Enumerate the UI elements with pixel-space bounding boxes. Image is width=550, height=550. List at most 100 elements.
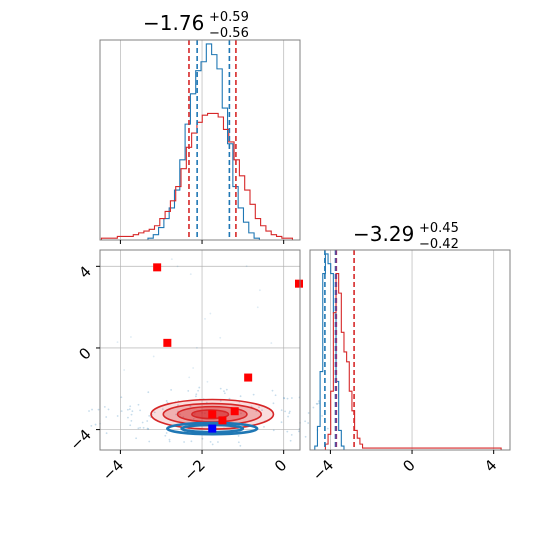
- joint-sample-point: [288, 412, 291, 415]
- joint-sample-point: [161, 408, 164, 411]
- joint-sample-point: [225, 388, 228, 391]
- joint-xtick-label-2: 0: [271, 456, 290, 475]
- histogram-param1-panel: −1.76 +0.59 −0.56: [99, 10, 301, 244]
- joint-sample-point: [198, 386, 201, 389]
- joint-sample-point: [139, 426, 142, 429]
- joint-sample-point: [139, 409, 141, 412]
- joint-scatter-contours: [150, 398, 275, 436]
- joint-sample-point: [146, 427, 149, 430]
- joint-blue-contour-outer: [166, 421, 259, 436]
- joint-sample-point: [176, 265, 179, 268]
- joint-sample-point: [298, 430, 300, 433]
- joint-sample-point: [237, 441, 240, 444]
- joint-sample-point: [223, 392, 226, 395]
- joint-sample-point: [283, 397, 285, 399]
- joint-sample-point: [190, 440, 193, 443]
- joint-sample-point: [228, 397, 231, 400]
- joint-ytick-label-2: 4: [75, 262, 94, 281]
- joint-sample-point: [128, 408, 131, 411]
- joint-sample-point: [271, 389, 274, 392]
- joint-sample-point: [239, 395, 242, 398]
- joint-sample-point: [165, 400, 168, 402]
- joint-sample-point: [280, 421, 283, 424]
- joint-sample-point: [201, 437, 204, 440]
- joint-sample-point: [189, 273, 192, 276]
- joint-sample-point: [263, 425, 265, 428]
- joint-sample-point: [130, 336, 132, 338]
- joint-sample-point: [127, 416, 129, 419]
- hist2-series-blue: [314, 253, 345, 450]
- joint-sample-point: [270, 342, 273, 344]
- joint-sample-point: [130, 413, 133, 416]
- histogram-param1-quantile-lines: [188, 40, 237, 240]
- joint-sample-point: [175, 413, 177, 416]
- joint-sample-point: [141, 421, 144, 424]
- joint-blue-marker-0: [208, 424, 217, 433]
- joint-sample-point: [286, 430, 289, 433]
- joint-sample-point: [129, 405, 132, 408]
- histogram-param2-series: [314, 253, 502, 450]
- joint-sample-point: [245, 265, 248, 268]
- joint-sample-point: [164, 434, 167, 437]
- joint-sample-point: [209, 440, 212, 443]
- joint-scatter-frame: [99, 249, 301, 451]
- joint-red-marker-2: [244, 373, 253, 382]
- joint-sample-point: [135, 437, 138, 440]
- hist2-series-red: [324, 272, 502, 450]
- joint-sample-point: [206, 380, 209, 383]
- joint-scatter-markers: [153, 263, 303, 433]
- joint-sample-point: [287, 415, 289, 418]
- histogram-param2-title-upper: +0.45: [419, 221, 459, 236]
- histogram-param1-title-lower: −0.56: [209, 26, 249, 41]
- joint-sample-point: [288, 410, 291, 413]
- joint-sample-point: [179, 413, 181, 416]
- joint-sample-point: [94, 423, 97, 426]
- joint-sample-point: [211, 443, 214, 446]
- joint-red-marker-1: [163, 338, 172, 347]
- hist1-series-red: [100, 112, 293, 240]
- joint-sample-point: [195, 393, 198, 396]
- joint-sample-point: [261, 409, 263, 412]
- joint-sample-point: [239, 444, 242, 447]
- hist2-xtick-label-1: 0: [399, 456, 418, 475]
- joint-red-marker-5: [230, 407, 239, 416]
- joint-sample-point: [219, 387, 222, 390]
- joint-sample-point: [250, 405, 253, 408]
- joint-sample-point: [289, 439, 292, 442]
- joint-sample-point: [137, 427, 140, 430]
- joint-sample-point: [195, 346, 198, 349]
- joint-sample-point: [195, 395, 197, 398]
- joint-sample-point: [168, 440, 171, 443]
- histogram-param2-frame: [309, 249, 511, 451]
- joint-sample-point: [284, 410, 286, 413]
- joint-sample-point: [116, 341, 119, 344]
- histogram-param1-grid: [120, 40, 285, 240]
- joint-sample-point: [197, 389, 200, 392]
- joint-xtick-label-0: −4: [99, 456, 127, 484]
- hist2-xtick-label-0: −4: [309, 456, 337, 484]
- joint-sample-point: [88, 410, 90, 412]
- joint-sample-point: [272, 429, 275, 432]
- joint-sample-point: [204, 317, 206, 320]
- joint-sample-point: [290, 397, 293, 399]
- joint-xtick-label-1: −2: [180, 456, 208, 484]
- joint-sample-point: [188, 376, 191, 379]
- joint-sample-point: [129, 424, 132, 427]
- joint-sample-point: [177, 404, 179, 407]
- joint-sample-point: [187, 390, 190, 392]
- joint-sample-point: [91, 408, 93, 411]
- joint-sample-point: [192, 418, 195, 420]
- joint-sample-point: [312, 406, 315, 409]
- joint-red-marker-6: [218, 416, 227, 425]
- joint-sample-point: [256, 306, 259, 309]
- joint-sample-point: [304, 420, 307, 423]
- histogram-param1-frame: [99, 39, 301, 241]
- joint-red-marker-0: [153, 263, 162, 272]
- joint-sample-point: [321, 415, 324, 417]
- joint-sample-point: [148, 440, 151, 443]
- histogram-param1-title-upper: +0.59: [209, 10, 249, 25]
- joint-sample-point: [317, 400, 320, 403]
- joint-sample-point: [126, 408, 129, 411]
- joint-sample-point: [192, 367, 195, 369]
